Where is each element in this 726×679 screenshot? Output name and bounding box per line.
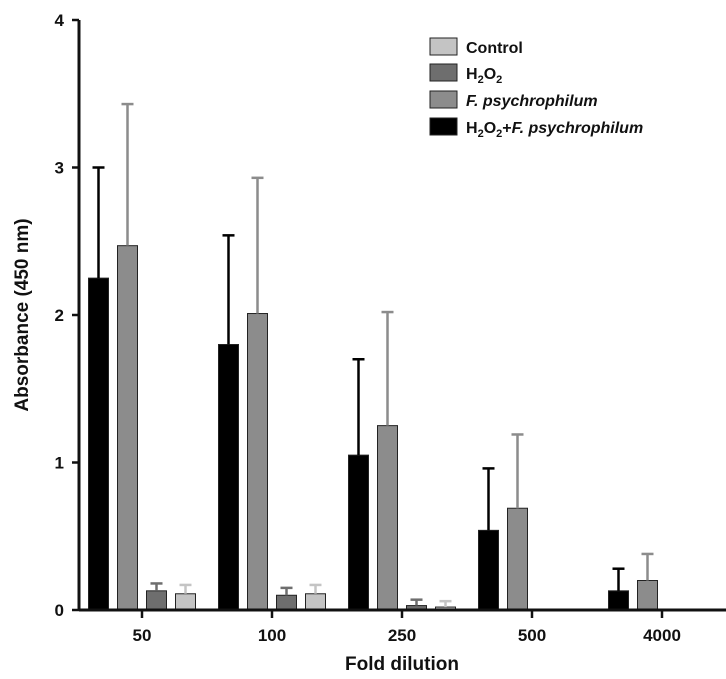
y-tick-label: 0 — [55, 601, 64, 620]
legend-label-control: Control — [466, 40, 523, 57]
y-axis-title: Absorbance (450 nm) — [12, 218, 33, 411]
legend-swatch-h2o2-f-psychrophilum — [429, 117, 458, 136]
y-tick-label: 3 — [55, 159, 64, 178]
bar-control-100 — [305, 593, 326, 611]
legend-swatch-control — [429, 37, 458, 56]
bar-f-psychrophilum-50 — [117, 245, 138, 611]
bar-f-psychrophilum-4000 — [637, 580, 658, 611]
legend-label-f-psychrophilum: F. psychrophilum — [466, 93, 598, 110]
bar-f-psychrophilum-250 — [377, 425, 398, 611]
bar-control-50 — [175, 593, 196, 611]
legend-item-h2o2-f-psychrophilum: H2O2+F. psychrophilum — [429, 117, 643, 140]
x-tick-label: 100 — [258, 626, 286, 645]
bar-h2o2-50 — [146, 590, 167, 611]
bar-h2o2-f-psychrophilum-500 — [478, 529, 499, 611]
bar-h2o2-f-psychrophilum-250 — [348, 454, 369, 611]
bar-h2o2-100 — [276, 594, 297, 611]
bar-f-psychrophilum-500 — [507, 507, 528, 611]
x-tick-label: 500 — [518, 626, 546, 645]
legend-item-f-psychrophilum: F. psychrophilum — [429, 90, 598, 110]
y-tick-label: 1 — [55, 454, 64, 473]
legend-label-h2o2-f-psychrophilum: H2O2+F. psychrophilum — [466, 120, 643, 140]
x-tick-label: 4000 — [643, 626, 681, 645]
bar-f-psychrophilum-100 — [247, 313, 268, 611]
legend-label-h2o2: H2O2 — [466, 66, 502, 86]
y-tick-label: 4 — [55, 11, 65, 30]
y-tick-label: 2 — [55, 306, 64, 325]
x-tick-label: 50 — [133, 626, 152, 645]
bar-h2o2-f-psychrophilum-100 — [218, 344, 239, 611]
bar-h2o2-f-psychrophilum-50 — [88, 277, 109, 611]
bar-h2o2-f-psychrophilum-4000 — [608, 590, 629, 611]
legend: Control H2O2 F. psychrophilum H2O2+F. ps… — [429, 37, 643, 140]
legend-item-control: Control — [429, 37, 523, 57]
legend-swatch-f-psychrophilum — [429, 90, 458, 109]
x-axis-title: Fold dilution — [345, 654, 459, 675]
legend-item-h2o2: H2O2 — [429, 63, 502, 86]
x-tick-label: 250 — [388, 626, 416, 645]
legend-swatch-h2o2 — [429, 63, 458, 82]
